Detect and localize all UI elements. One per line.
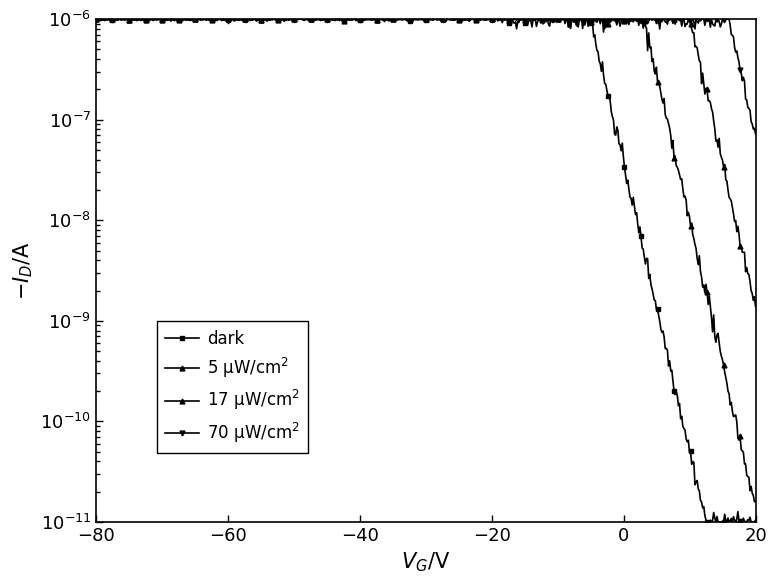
dark [703, 518, 712, 525]
5 μW/cm$^2$ [390, 16, 399, 23]
Y-axis label: $-I_D$/A: $-I_D$/A [11, 241, 35, 300]
dark [751, 517, 760, 524]
5 μW/cm$^2$ [91, 16, 100, 23]
dark [588, 20, 598, 27]
17 μW/cm$^2$ [261, 16, 270, 23]
dark [480, 16, 489, 23]
5 μW/cm$^2$ [261, 16, 270, 23]
70 μW/cm$^2$ [588, 16, 598, 23]
Line: 70 μW/cm$^2$: 70 μW/cm$^2$ [93, 17, 758, 136]
70 μW/cm$^2$ [531, 16, 541, 23]
Line: 17 μW/cm$^2$: 17 μW/cm$^2$ [93, 17, 758, 309]
17 μW/cm$^2$ [208, 16, 217, 23]
5 μW/cm$^2$ [588, 16, 598, 23]
dark [531, 23, 541, 30]
dark [208, 16, 217, 23]
70 μW/cm$^2$ [751, 130, 760, 137]
17 μW/cm$^2$ [531, 16, 541, 23]
5 μW/cm$^2$ [531, 16, 541, 23]
70 μW/cm$^2$ [390, 16, 399, 23]
5 μW/cm$^2$ [480, 16, 489, 23]
17 μW/cm$^2$ [751, 303, 760, 310]
70 μW/cm$^2$ [480, 16, 489, 23]
17 μW/cm$^2$ [480, 16, 489, 23]
5 μW/cm$^2$ [208, 16, 217, 23]
X-axis label: $V_G$/V: $V_G$/V [401, 550, 450, 574]
dark [390, 17, 399, 24]
17 μW/cm$^2$ [588, 16, 598, 23]
5 μW/cm$^2$ [750, 498, 759, 505]
17 μW/cm$^2$ [91, 16, 100, 23]
Line: 5 μW/cm$^2$: 5 μW/cm$^2$ [93, 17, 758, 504]
70 μW/cm$^2$ [208, 17, 217, 24]
70 μW/cm$^2$ [91, 16, 100, 23]
Line: dark: dark [93, 17, 758, 524]
17 μW/cm$^2$ [390, 16, 399, 23]
Legend: dark, 5 μW/cm$^2$, 17 μW/cm$^2$, 70 μW/cm$^2$: dark, 5 μW/cm$^2$, 17 μW/cm$^2$, 70 μW/c… [157, 321, 308, 453]
70 μW/cm$^2$ [261, 16, 270, 23]
dark [261, 16, 270, 23]
5 μW/cm$^2$ [751, 498, 760, 505]
dark [91, 16, 100, 23]
